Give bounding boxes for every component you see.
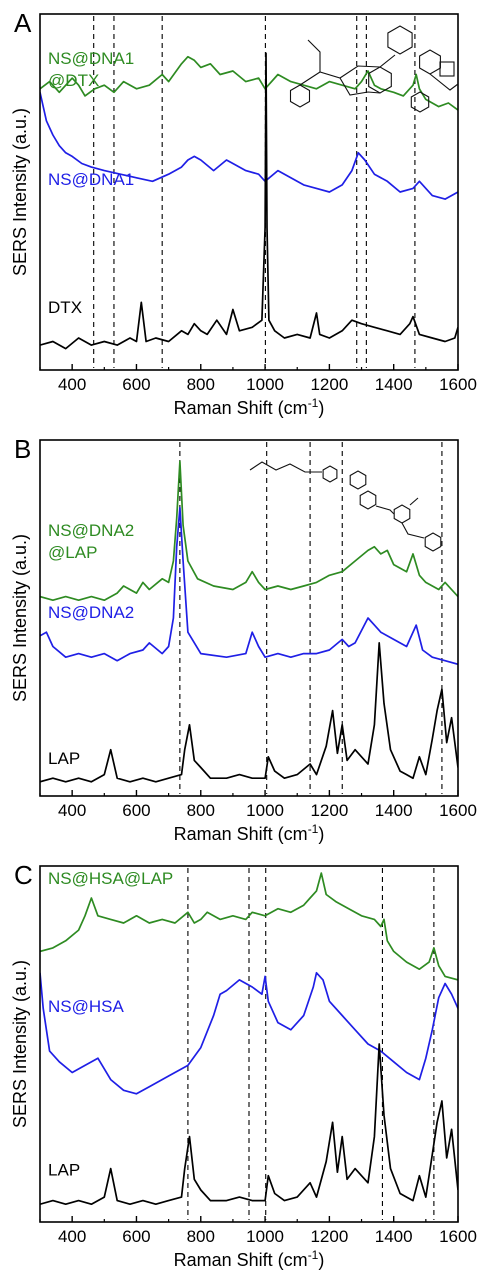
series-label: NS@DNA1 — [48, 170, 134, 189]
series-line-2 — [40, 92, 458, 200]
series-label: LAP — [48, 749, 80, 768]
x-tick-label: 800 — [187, 1227, 215, 1246]
x-axis-title: Raman Shift (cm-1) — [174, 822, 325, 844]
series-label: NS@DNA2 — [48, 603, 134, 622]
series-line-1 — [40, 55, 458, 111]
x-tick-label: 600 — [122, 375, 150, 394]
x-tick-label: 1000 — [246, 375, 284, 394]
y-axis-title: SERS Intensity (a.u.) — [10, 108, 30, 276]
x-tick-label: 400 — [58, 375, 86, 394]
panel-b: NS@DNA2 @LAP NS@DNA2 LAP 400 600 800 1000 1200 14… — [10, 434, 477, 844]
series-label: NS@HSA@LAP — [48, 869, 173, 888]
axes-frame — [39, 13, 459, 371]
panel-c: NS@HSA@LAP NS@HSA LAP 400 600 800 1000 1200 1400… — [10, 860, 477, 1270]
series-line-3 — [40, 642, 458, 783]
series-label: NS@DNA1 @DTX — [48, 49, 134, 90]
series-line-3 — [40, 52, 458, 350]
series-line-2 — [40, 971, 458, 1095]
series-label: NS@DNA2 @LAP — [48, 521, 134, 562]
series-line-1 — [40, 872, 458, 981]
panel-letter: C — [14, 860, 33, 890]
docetaxel-structure-icon — [289, 25, 459, 113]
x-tick-label: 1600 — [439, 801, 477, 820]
panel-letter: B — [14, 434, 31, 464]
x-tick-label: 800 — [187, 801, 215, 820]
x-tick-label: 800 — [187, 375, 215, 394]
panel-letter: A — [14, 8, 32, 38]
x-tick-label: 1400 — [375, 375, 413, 394]
x-tick-label: 600 — [122, 801, 150, 820]
series-label: DTX — [48, 298, 82, 317]
series-line-3 — [40, 1043, 458, 1206]
x-tick-label: 1200 — [310, 375, 348, 394]
x-tick-label: 1400 — [375, 1227, 413, 1246]
y-axis-title: SERS Intensity (a.u.) — [10, 960, 30, 1128]
x-axis-title: Raman Shift (cm-1) — [174, 1248, 325, 1270]
x-tick-label: 400 — [58, 801, 86, 820]
x-tick-label: 1000 — [246, 801, 284, 820]
x-tick-label: 1400 — [375, 801, 413, 820]
axes-frame — [39, 439, 459, 797]
series-label: LAP — [48, 1161, 80, 1180]
x-tick-label: 400 — [58, 1227, 86, 1246]
x-tick-label: 600 — [122, 1227, 150, 1246]
y-axis-title: SERS Intensity (a.u.) — [10, 534, 30, 702]
lapatinib-structure-icon — [249, 461, 442, 552]
panels: NS@DNA1 @DTX NS@DNA1 DTX 400 600 800 1000 1200 14… — [10, 8, 477, 1270]
x-axis-title: Raman Shift (cm-1) — [174, 396, 325, 418]
x-tick-label: 1600 — [439, 375, 477, 394]
panel-a: NS@DNA1 @DTX NS@DNA1 DTX 400 600 800 1000 1200 14… — [10, 8, 477, 418]
series-line-2 — [40, 506, 458, 666]
series-line-1 — [40, 460, 458, 602]
axes-frame — [39, 865, 459, 1223]
x-tick-label: 1000 — [246, 1227, 284, 1246]
x-tick-label: 1200 — [310, 801, 348, 820]
x-tick-label: 1200 — [310, 1227, 348, 1246]
series-label: NS@HSA — [48, 997, 124, 1016]
x-tick-label: 1600 — [439, 1227, 477, 1246]
